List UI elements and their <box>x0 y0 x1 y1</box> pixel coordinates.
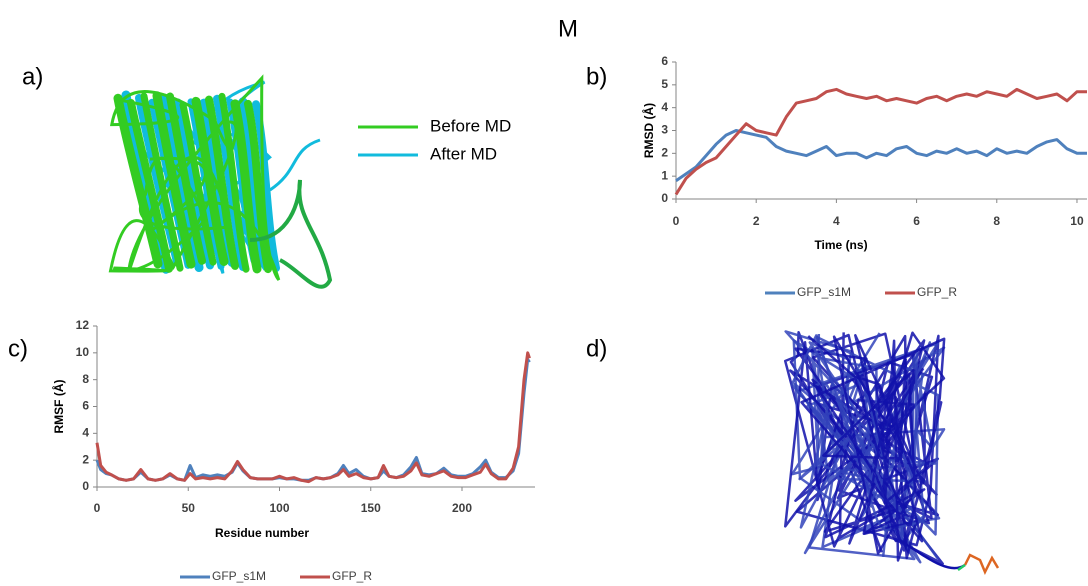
x-tick-label: 2 <box>753 214 760 228</box>
y-tick-label: 6 <box>661 54 668 68</box>
y-tick-label: 5 <box>661 77 668 91</box>
x-tick-label: 0 <box>94 501 101 515</box>
x-tick-label: 10 <box>1070 214 1084 228</box>
y-tick-label: 8 <box>82 372 89 386</box>
legend-label: GFP_R <box>917 285 957 299</box>
legend-label: GFP_R <box>332 569 372 583</box>
y-tick-label: 0 <box>661 191 668 205</box>
legend-label: After MD <box>430 144 497 163</box>
panel-label: c) <box>8 335 28 362</box>
figure: M a) b) c) d) Before MDAfter MD 01234560… <box>0 0 1088 586</box>
data-line <box>676 131 1087 181</box>
y-tick-label: 1 <box>661 168 668 182</box>
legend-label: GFP_s1M <box>797 285 851 299</box>
panel-label: b) <box>586 63 607 90</box>
panel-label: d) <box>586 335 607 362</box>
x-tick-label: 200 <box>452 501 472 515</box>
y-tick-label: 2 <box>661 146 668 160</box>
y-tick-label: 10 <box>76 345 90 359</box>
protein-structure-d <box>785 331 998 572</box>
x-tick-label: 50 <box>182 501 196 515</box>
x-tick-label: 100 <box>269 501 289 515</box>
data-line <box>97 360 530 481</box>
x-tick-label: 8 <box>993 214 1000 228</box>
y-tick-label: 3 <box>661 123 668 137</box>
x-axis-title: Residue number <box>215 526 309 540</box>
data-line <box>676 89 1087 194</box>
x-tick-label: 6 <box>913 214 920 228</box>
y-tick-label: 0 <box>82 479 89 493</box>
y-tick-label: 4 <box>82 426 89 440</box>
y-tick-label: 12 <box>76 318 90 332</box>
y-axis-title: RMSF (Å) <box>51 380 66 434</box>
y-tick-label: 4 <box>661 100 668 114</box>
x-tick-label: 0 <box>673 214 680 228</box>
x-tick-label: 4 <box>833 214 840 228</box>
data-line <box>97 353 530 482</box>
backbone-tail <box>965 555 998 572</box>
coil <box>270 140 320 190</box>
y-tick-label: 2 <box>82 452 89 466</box>
legend-label: Before MD <box>430 116 511 135</box>
panel-label: a) <box>22 63 43 90</box>
x-axis-title: Time (ns) <box>814 238 867 252</box>
y-tick-label: 6 <box>82 399 89 413</box>
protein-structure-a: Before MD After MD <box>111 78 512 287</box>
top-label: M <box>558 15 578 42</box>
legend-label: GFP_s1M <box>212 569 266 583</box>
y-axis-title: RMSD (Å) <box>641 103 656 158</box>
x-tick-label: 150 <box>361 501 381 515</box>
